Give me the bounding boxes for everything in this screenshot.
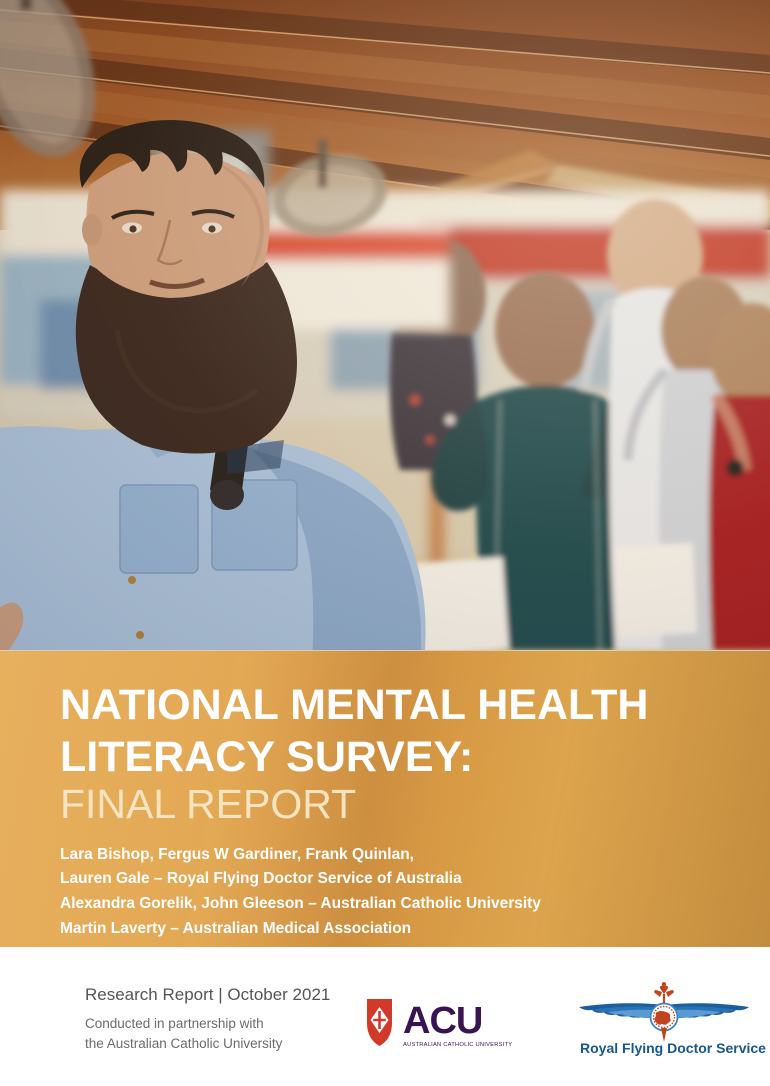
svg-text:AUSTRALIAN CATHOLIC UNIVERSITY: AUSTRALIAN CATHOLIC UNIVERSITY (403, 1042, 512, 1048)
svg-text:Royal Flying Doctor Service: Royal Flying Doctor Service (580, 1040, 766, 1056)
svg-text:ACU: ACU (403, 1000, 482, 1042)
